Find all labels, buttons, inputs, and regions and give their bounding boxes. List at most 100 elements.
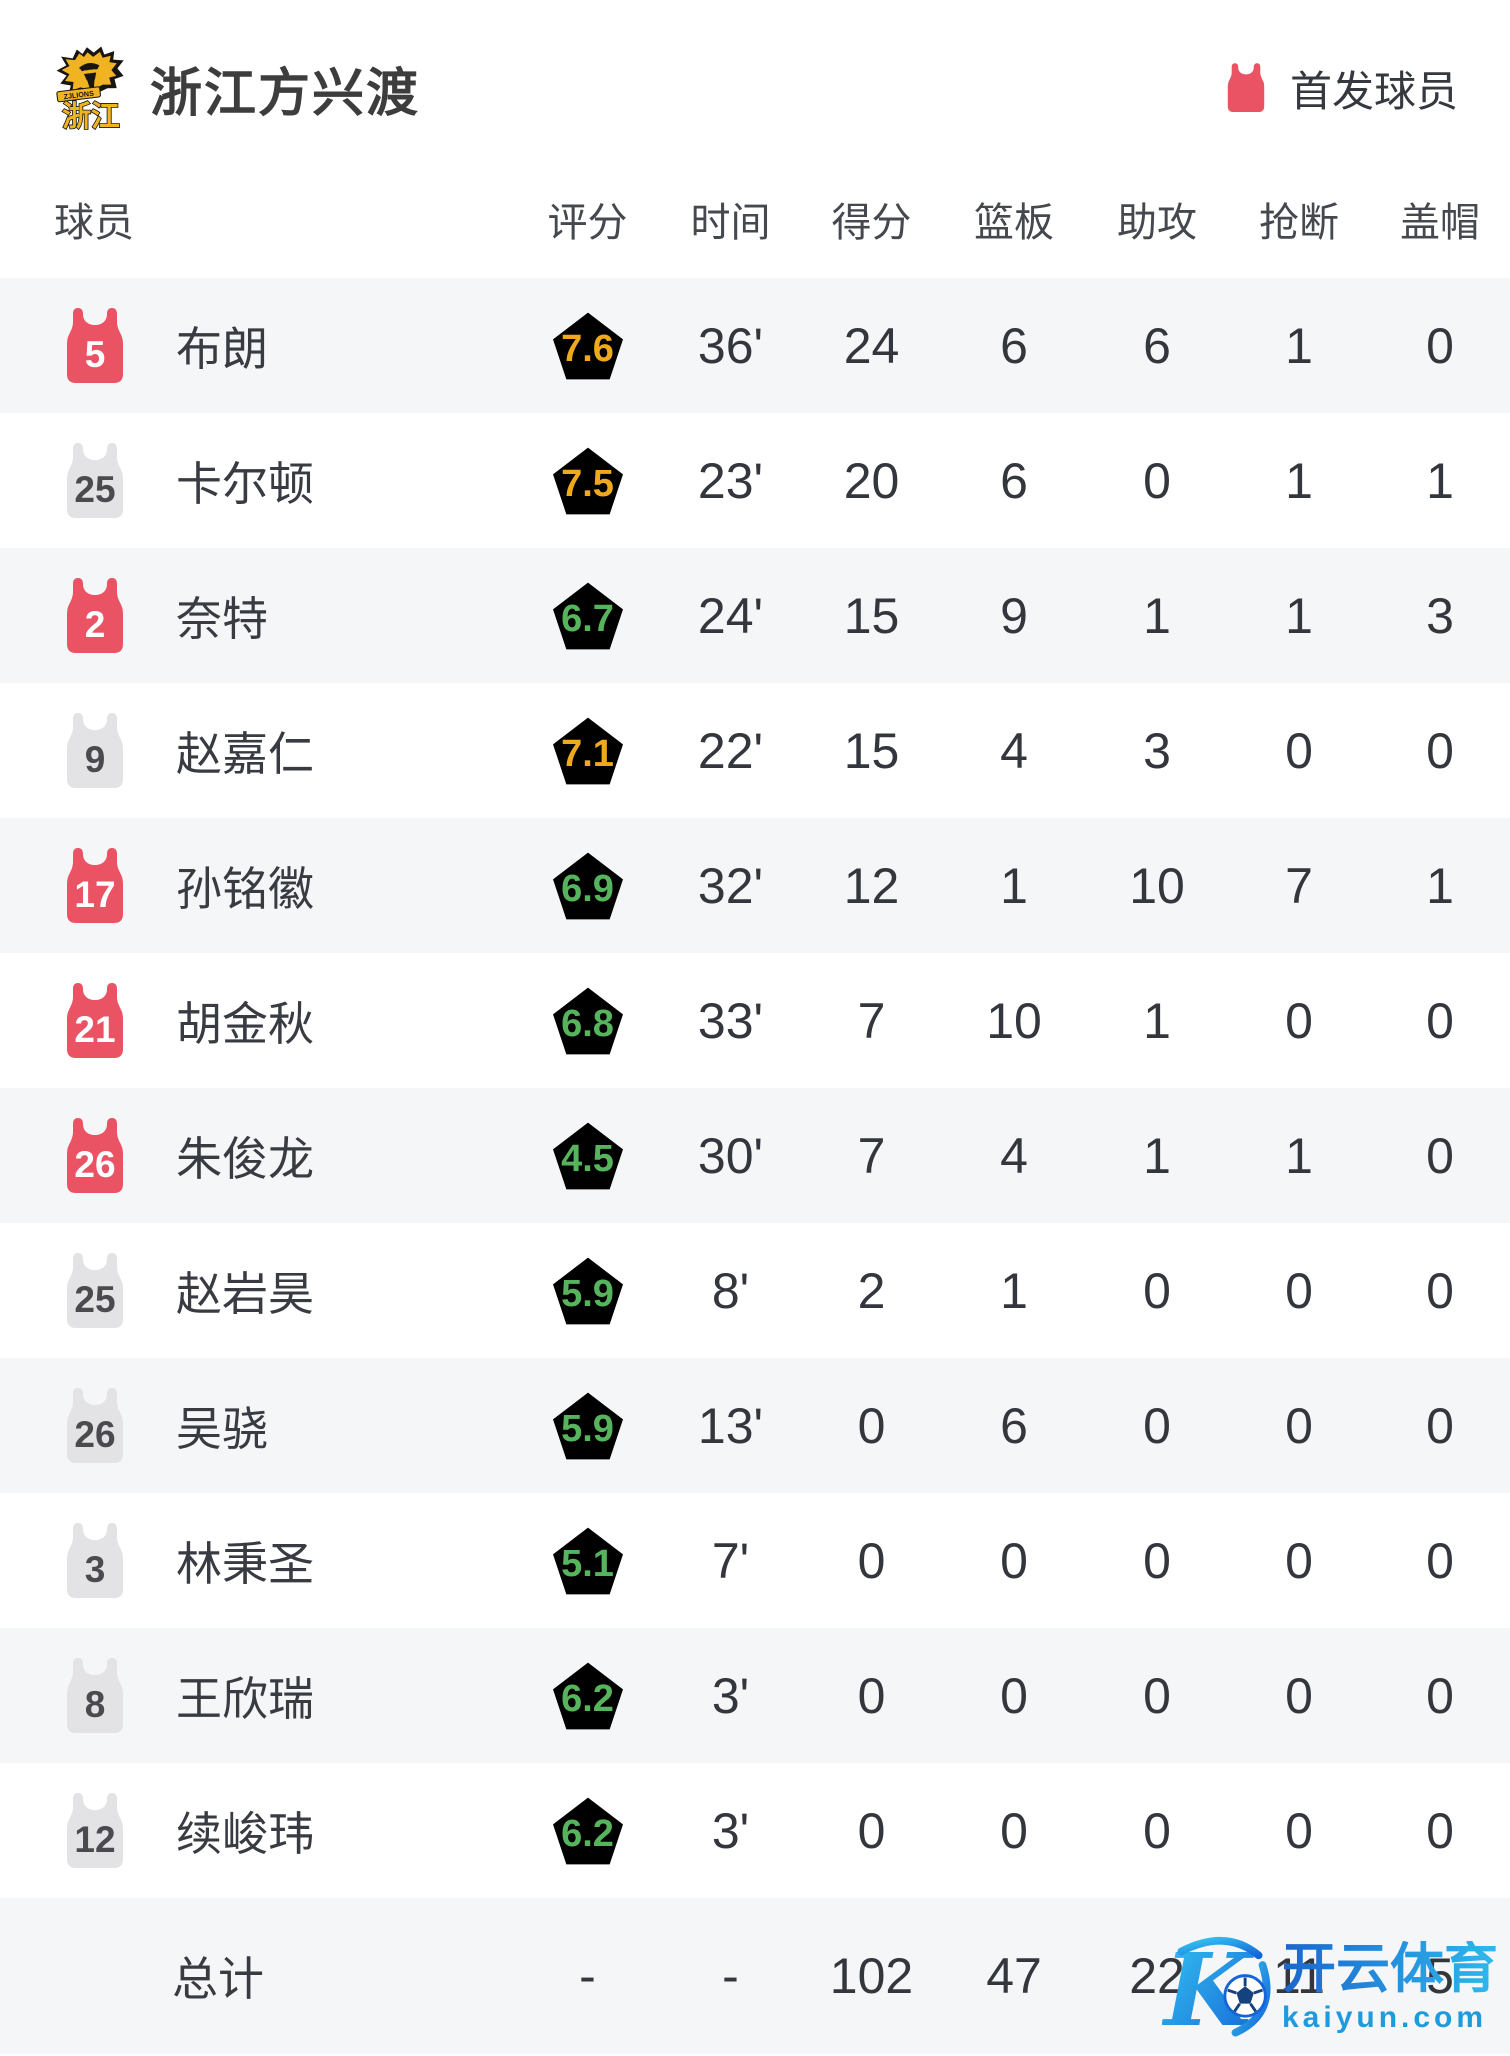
rating-badge: 6.9 bbox=[546, 846, 630, 926]
jersey-number: 9 bbox=[84, 738, 106, 780]
table-row[interactable]: 2 奈特 6.7 24' 15 9 1 1 3 bbox=[0, 548, 1510, 683]
table-row[interactable]: 25 卡尔顿 7.5 23' 20 6 0 1 1 bbox=[0, 413, 1510, 548]
assists-cell: 0 bbox=[1143, 452, 1171, 509]
table-row[interactable]: 26 朱俊龙 4.5 30' 7 4 1 1 0 bbox=[0, 1088, 1510, 1223]
steals-cell: 0 bbox=[1285, 1532, 1313, 1589]
time-cell: 22' bbox=[697, 722, 764, 779]
rebounds-cell: 9 bbox=[1000, 587, 1028, 644]
time-cell: 24' bbox=[697, 587, 764, 644]
blocks-cell: 0 bbox=[1426, 1262, 1454, 1319]
table-row[interactable]: 17 孙铭徽 6.9 32' 12 1 10 7 1 bbox=[0, 818, 1510, 953]
jersey-icon: 8 bbox=[60, 1656, 130, 1736]
points-cell: 0 bbox=[857, 1802, 886, 1859]
table-row[interactable]: 5 布朗 7.6 36' 24 6 6 1 0 bbox=[0, 278, 1510, 413]
total-points: 102 bbox=[829, 1948, 914, 2004]
blocks-cell: 0 bbox=[1426, 1802, 1454, 1859]
rebounds-cell: 6 bbox=[1000, 452, 1028, 509]
table-row[interactable]: 9 赵嘉仁 7.1 22' 15 4 3 0 0 bbox=[0, 683, 1510, 818]
time-cell: 36' bbox=[697, 317, 764, 374]
assists-cell: 0 bbox=[1143, 1802, 1171, 1859]
steals-cell: 0 bbox=[1285, 722, 1313, 779]
blocks-cell: 0 bbox=[1426, 1397, 1454, 1454]
svg-text:浙江: 浙江 bbox=[62, 99, 120, 132]
column-header-player: 球员 bbox=[54, 201, 134, 245]
points-cell: 7 bbox=[857, 1127, 886, 1184]
time-cell: 8' bbox=[711, 1262, 750, 1319]
table-row[interactable]: 12 续峻玮 6.2 3' 0 0 0 0 0 bbox=[0, 1763, 1510, 1898]
points-cell: 7 bbox=[857, 992, 886, 1049]
blocks-cell: 0 bbox=[1426, 1667, 1454, 1724]
table-row[interactable]: 21 胡金秋 6.8 33' 7 10 1 0 0 bbox=[0, 953, 1510, 1088]
steals-cell: 0 bbox=[1285, 1802, 1313, 1859]
assists-cell: 1 bbox=[1143, 1127, 1171, 1184]
starter-jersey-icon bbox=[1222, 62, 1270, 114]
jersey-icon: 25 bbox=[60, 1251, 130, 1331]
time-cell: 23' bbox=[697, 452, 764, 509]
steals-cell: 0 bbox=[1285, 1262, 1313, 1319]
points-cell: 0 bbox=[857, 1532, 886, 1589]
time-cell: 3' bbox=[711, 1667, 750, 1724]
steals-cell: 0 bbox=[1285, 1667, 1313, 1724]
rating-badge: 6.2 bbox=[546, 1791, 630, 1871]
rating-badge: 7.6 bbox=[546, 306, 630, 386]
rebounds-cell: 1 bbox=[1000, 1262, 1028, 1319]
column-header-rebounds: 篮板 bbox=[974, 201, 1054, 245]
starter-legend-label: 首发球员 bbox=[1289, 67, 1458, 115]
time-cell: 32' bbox=[697, 857, 764, 914]
steals-cell: 0 bbox=[1285, 1397, 1313, 1454]
jersey-icon: 26 bbox=[60, 1116, 130, 1196]
rebounds-cell: 0 bbox=[1000, 1532, 1028, 1589]
blocks-cell: 0 bbox=[1426, 317, 1454, 374]
blocks-cell: 0 bbox=[1426, 1127, 1454, 1184]
column-header-time: 时间 bbox=[690, 201, 771, 245]
time-cell: 13' bbox=[697, 1397, 764, 1454]
points-cell: 0 bbox=[857, 1397, 886, 1454]
steals-cell: 1 bbox=[1285, 452, 1313, 509]
time-cell: 30' bbox=[697, 1127, 764, 1184]
rebounds-cell: 1 bbox=[1000, 857, 1028, 914]
jersey-number: 5 bbox=[84, 333, 106, 375]
table-row[interactable]: 8 王欣瑞 6.2 3' 0 0 0 0 0 bbox=[0, 1628, 1510, 1763]
player-name: 孙铭徽 bbox=[176, 862, 314, 915]
blocks-cell: 0 bbox=[1426, 992, 1454, 1049]
rebounds-cell: 0 bbox=[1000, 1667, 1028, 1724]
table-row[interactable]: 25 赵岩昊 5.9 8' 2 1 0 0 0 bbox=[0, 1223, 1510, 1358]
time-cell: 33' bbox=[697, 992, 764, 1049]
column-header-blocks: 盖帽 bbox=[1400, 201, 1480, 245]
points-cell: 20 bbox=[843, 452, 900, 509]
jersey-icon: 17 bbox=[60, 846, 130, 926]
blocks-cell: 1 bbox=[1426, 452, 1454, 509]
assists-cell: 6 bbox=[1143, 317, 1171, 374]
steals-cell: 1 bbox=[1285, 587, 1313, 644]
column-header-rating: 评分 bbox=[547, 201, 628, 245]
jersey-number: 21 bbox=[74, 1008, 116, 1050]
assists-cell: 1 bbox=[1143, 992, 1171, 1049]
rebounds-cell: 6 bbox=[1000, 317, 1028, 374]
jersey-number: 2 bbox=[84, 603, 106, 645]
jersey-icon: 12 bbox=[60, 1791, 130, 1871]
rebounds-cell: 10 bbox=[986, 992, 1042, 1049]
total-time: - bbox=[722, 1948, 739, 2004]
table-row[interactable]: 26 吴骁 5.9 13' 0 6 0 0 0 bbox=[0, 1358, 1510, 1493]
team-logo: ZJLIONS 浙江 bbox=[54, 46, 128, 134]
jersey-number: 26 bbox=[74, 1143, 116, 1185]
blocks-cell: 3 bbox=[1426, 587, 1454, 644]
player-name: 朱俊龙 bbox=[176, 1132, 314, 1185]
jersey-icon: 21 bbox=[60, 981, 130, 1061]
jersey-number: 26 bbox=[74, 1413, 116, 1455]
rating-badge: 4.5 bbox=[546, 1116, 630, 1196]
page-title: 浙江方兴渡 bbox=[150, 64, 421, 123]
assists-cell: 0 bbox=[1143, 1397, 1171, 1454]
jersey-icon: 26 bbox=[60, 1386, 130, 1466]
total-steals: 11 bbox=[1228, 1947, 1370, 2005]
steals-cell: 7 bbox=[1285, 857, 1313, 914]
player-name: 卡尔顿 bbox=[176, 457, 314, 510]
points-cell: 24 bbox=[843, 317, 900, 374]
table-row[interactable]: 3 林秉圣 5.1 7' 0 0 0 0 0 bbox=[0, 1493, 1510, 1628]
blocks-cell: 0 bbox=[1426, 722, 1454, 779]
rating-badge: 5.9 bbox=[546, 1386, 630, 1466]
steals-cell: 1 bbox=[1285, 317, 1313, 374]
jersey-icon: 2 bbox=[60, 576, 130, 656]
player-name: 赵嘉仁 bbox=[176, 727, 314, 780]
